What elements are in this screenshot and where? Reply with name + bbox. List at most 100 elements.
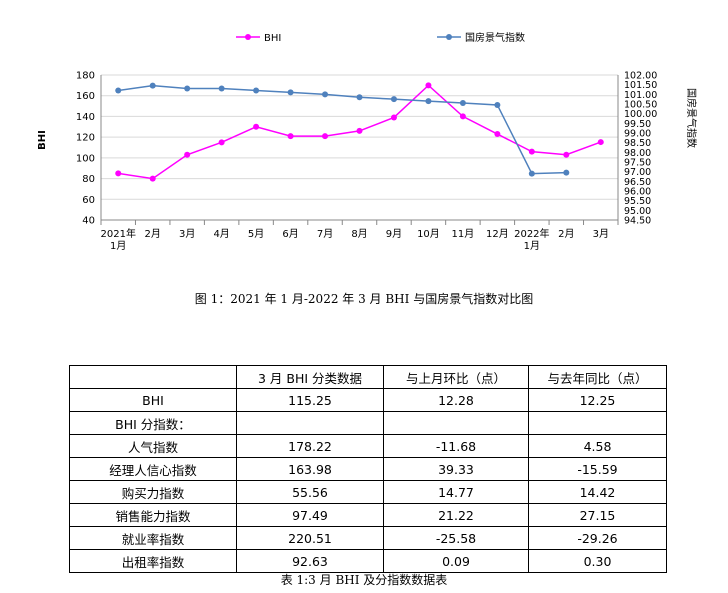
table-row: 人气指数 178.22 -11.68 4.58: [69, 434, 667, 458]
data-point-guofang: [149, 82, 156, 89]
y2-tick-label: 102.00: [624, 71, 657, 82]
x-tick-label: 5月: [248, 228, 264, 240]
table-cell: 220.51: [236, 526, 384, 550]
data-point-bhi: [563, 151, 570, 158]
data-point-bhi: [287, 133, 294, 140]
table-cell: 163.98: [236, 457, 384, 481]
legend-marker-bhi: [245, 34, 251, 40]
table-cell: [383, 411, 529, 435]
table-cell: 购买力指数: [69, 480, 237, 504]
data-point-guofang: [390, 96, 397, 103]
data-point-bhi: [459, 113, 466, 120]
y2-tick-label: 97.00: [624, 167, 651, 178]
table-header-cell: 与上月环比（点）: [383, 365, 529, 389]
table-cell: -25.58: [383, 526, 529, 550]
table-header-cell: 3 月 BHI 分类数据: [236, 365, 384, 389]
x-tick-label: 9月: [386, 228, 402, 240]
table-row: 购买力指数 55.56 14.77 14.42: [69, 480, 667, 504]
table-cell: 12.28: [383, 388, 529, 412]
data-point-guofang: [563, 169, 570, 176]
table-row: BHI 分指数：: [69, 411, 667, 435]
x-tick-label: 11月: [452, 228, 475, 240]
data-point-bhi: [425, 82, 432, 89]
x-tick-label: 4月: [213, 228, 229, 240]
y-tick-label: 180: [76, 71, 95, 82]
data-point-bhi: [218, 139, 225, 146]
data-point-bhi: [115, 170, 122, 177]
table-cell: 39.33: [383, 457, 529, 481]
table-cell: 0.30: [528, 549, 667, 573]
x-tick-label: 12月: [486, 228, 509, 240]
table-cell: 115.25: [236, 388, 384, 412]
data-point-bhi: [597, 139, 604, 146]
y2-tick-label: 98.50: [624, 138, 651, 149]
y2-tick-label: 99.00: [624, 129, 651, 140]
y-tick-label: 80: [82, 174, 95, 185]
table-cell: 0.09: [383, 549, 529, 573]
y2-tick-label: 94.50: [624, 216, 651, 227]
y-axis-left: 40 60 80 100 120 140 160 180: [76, 71, 95, 227]
x-tick-label: 2022年 1月: [514, 227, 549, 252]
data-point-bhi: [528, 148, 535, 155]
y2-tick-label: 96.00: [624, 187, 651, 198]
x-tick-label: 10月: [417, 228, 440, 240]
data-point-bhi: [184, 151, 191, 158]
series-guofang: [115, 82, 570, 177]
y2-axis-label: 国房景气指数: [685, 88, 698, 148]
data-point-bhi: [494, 131, 501, 138]
table-header-cell: [69, 365, 237, 389]
legend-label-bhi: BHI: [264, 33, 281, 44]
y2-tick-label: 95.50: [624, 196, 651, 207]
data-point-bhi: [390, 114, 397, 121]
table-cell: 178.22: [236, 434, 384, 458]
table-cell: 14.77: [383, 480, 529, 504]
table-cell: 14.42: [528, 480, 667, 504]
table-cell: [528, 411, 667, 435]
data-point-guofang: [356, 94, 363, 101]
data-point-guofang: [322, 91, 329, 98]
table-row: 出租率指数 92.63 0.09 0.30: [69, 549, 667, 573]
series-line-guofang: [118, 84, 567, 175]
table-cell: 21.22: [383, 503, 529, 527]
legend-marker-guofang: [446, 34, 452, 40]
table-caption: 表 1:3 月 BHI 及分指数数据表: [280, 573, 448, 587]
table-cell: -11.68: [383, 434, 529, 458]
x-tick-label: 6月: [282, 228, 298, 240]
x-tick-label: 3月: [179, 228, 195, 240]
y2-tick-label: 95.00: [624, 206, 651, 217]
y-tick-label: 60: [82, 195, 95, 206]
y-tick-label: 120: [76, 133, 95, 144]
table-row: 销售能力指数 97.49 21.22 27.15: [69, 503, 667, 527]
x-tick-label: 2月: [558, 228, 574, 240]
table-cell: 经理人信心指数: [69, 457, 237, 481]
y2-tick-label: 100.50: [624, 100, 657, 111]
y-tick-label: 100: [76, 153, 95, 164]
x-axis: 2021年 1月 2月 3月 4月 5月 6月 7月 8月 9月 10月 11月 12月 2022年 1月 2…: [101, 227, 609, 252]
data-table: 3 月 BHI 分类数据 与上月环比（点） 与去年同比（点） BHI 115.25 12.…: [69, 365, 667, 573]
table-cell: -29.26: [528, 526, 667, 550]
x-tick-label: 2月: [145, 228, 161, 240]
x-tick-label: 2021年 1月: [101, 227, 136, 252]
table-cell: 12.25: [528, 388, 667, 412]
table-cell: 出租率指数: [69, 549, 237, 573]
data-point-bhi: [356, 127, 363, 134]
data-point-guofang: [184, 85, 191, 92]
data-point-guofang: [528, 170, 535, 177]
table-cell: 人气指数: [69, 434, 237, 458]
table-cell: 55.56: [236, 480, 384, 504]
table-row: 经理人信心指数 163.98 39.33 -15.59: [69, 457, 667, 481]
table-row: 就业率指数 220.51 -25.58 -29.26: [69, 526, 667, 550]
table-header-cell: 与去年同比（点）: [528, 365, 667, 389]
data-point-guofang: [218, 85, 225, 92]
y2-tick-label: 100.00: [624, 109, 657, 120]
data-point-bhi: [322, 133, 329, 140]
data-point-guofang: [115, 87, 122, 94]
data-point-guofang: [494, 101, 501, 108]
y-tick-label: 40: [82, 216, 95, 227]
table-cell: 销售能力指数: [69, 503, 237, 527]
table-cell: BHI: [69, 388, 237, 412]
y-tick-label: 160: [76, 91, 95, 102]
table-cell: [236, 411, 384, 435]
data-point-guofang: [253, 87, 260, 94]
